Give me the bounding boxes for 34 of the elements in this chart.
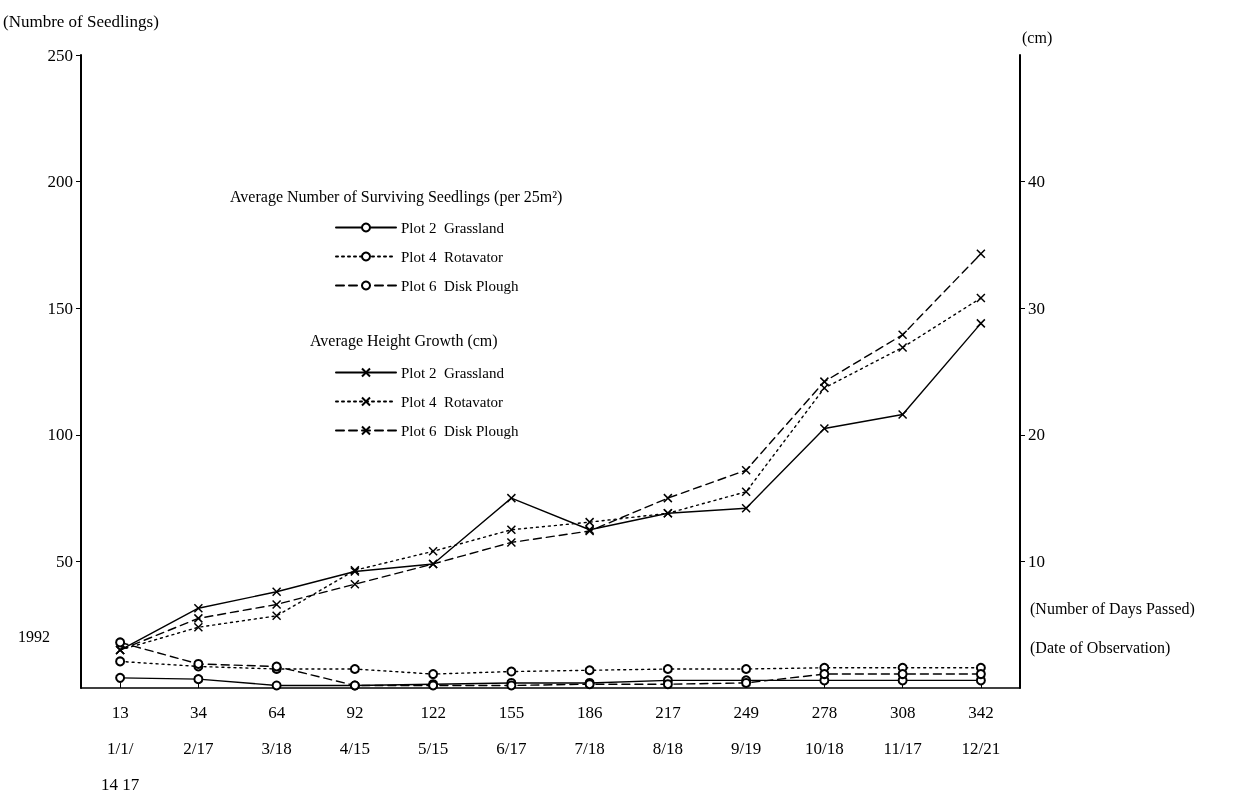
y-tick-label: 200	[47, 172, 73, 192]
legend-label: Plot 2 Grassland	[401, 364, 505, 381]
x-tick-label: 92 4/15	[339, 702, 370, 758]
text: (Number of Days Passed)	[1030, 599, 1195, 618]
y-axis-title: (Numbre of Seedlings)	[3, 12, 159, 31]
x-tick-label: 64 3/18	[261, 702, 292, 758]
x-tick-label: 278 10/18	[805, 702, 844, 758]
y-tick-label: 150	[47, 298, 73, 318]
legend-label: Plot 4 Rotavator	[401, 248, 504, 265]
y2-tick-label: 10	[1028, 551, 1045, 571]
y2-axis-title: (cm)	[1022, 28, 1053, 47]
x-tick-label: 34 2/17	[183, 702, 214, 758]
x-tick-label: 342 12/21	[961, 702, 1001, 758]
legend-label: Plot 4 Rotavator	[401, 393, 504, 410]
x-tick-label: 186 7/18	[574, 702, 605, 758]
y2-tick-label: 40	[1028, 172, 1045, 192]
y2-tick-label: 30	[1028, 298, 1045, 318]
x-tick-label: 122 5/15	[418, 702, 449, 758]
annotation: Average Number of Surviving Seedlings (per 25m²)	[230, 187, 563, 206]
y-tick-label: 50	[56, 551, 73, 571]
legend-label: Plot 2 Grassland	[401, 219, 505, 236]
text: (Date of Observation)	[1030, 638, 1171, 657]
text: 1992	[18, 627, 50, 645]
y2-tick-label: 20	[1028, 425, 1045, 445]
y-tick-label: 250	[47, 45, 73, 65]
x-tick-label: 13 1/1/ 14 17	[101, 702, 140, 794]
legend-label: Plot 6 Disk Plough	[401, 422, 520, 439]
x-tick-label: 249 9/19	[731, 702, 762, 758]
x-tick-label: 308 11/17	[883, 702, 923, 758]
x-tick-label: 155 6/17	[496, 702, 527, 758]
legend-label: Plot 6 Disk Plough	[401, 277, 520, 294]
y-tick-label: 100	[47, 425, 73, 445]
x-tick-label: 217 8/18	[652, 702, 683, 758]
annotation: Average Height Growth (cm)	[310, 331, 498, 350]
